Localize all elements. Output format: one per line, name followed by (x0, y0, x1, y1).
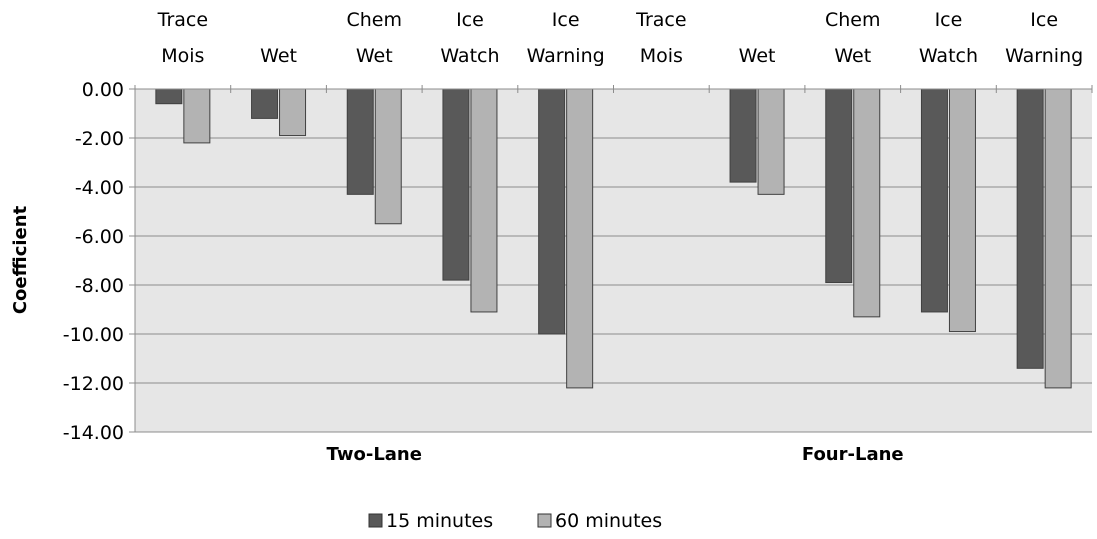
category-label-line1: Chem (346, 9, 402, 31)
bar-15-minutes (251, 88, 279, 119)
category-label-line2: Wet (739, 45, 776, 67)
legend: 15 minutes 60 minutes (368, 510, 662, 532)
bar-60-minutes (757, 88, 785, 195)
category-label-line1: Ice (935, 9, 963, 31)
bar-15-minutes (825, 88, 853, 284)
y-tick-label: -8.00 (75, 275, 124, 297)
bar-15-minutes (1016, 88, 1044, 369)
y-tick-label: -4.00 (75, 177, 124, 199)
category-label-line2: Mois (640, 45, 683, 67)
category-label-line1: Chem (825, 9, 881, 31)
category-label-line1: Ice (456, 9, 484, 31)
bar-15-minutes (346, 88, 374, 195)
legend-swatch-15-minutes (368, 513, 383, 528)
bar-60-minutes (374, 88, 402, 225)
bar-60-minutes (470, 88, 498, 313)
legend-swatch-60-minutes (537, 513, 552, 528)
y-tick-label: -12.00 (63, 373, 124, 395)
y-tick-label: -6.00 (75, 226, 124, 248)
category-label-line2: Warning (1005, 45, 1083, 67)
category-label-line2: Mois (161, 45, 204, 67)
bars (155, 88, 1072, 389)
legend-label-15-minutes: 15 minutes (386, 510, 493, 532)
bar-60-minutes (853, 88, 881, 318)
category-label-line1: Trace (157, 9, 208, 31)
bar-60-minutes (279, 88, 307, 137)
bar-15-minutes (920, 88, 948, 313)
bar-15-minutes (155, 88, 183, 105)
group-labels: Two-Lane Four-Lane (327, 444, 904, 465)
bar-15-minutes (442, 88, 470, 281)
category-label-line2: Wet (260, 45, 297, 67)
plot-area-background (135, 89, 1092, 432)
group-label: Two-Lane (327, 444, 422, 465)
y-tick-label: 0.00 (82, 79, 124, 101)
bar-60-minutes (1044, 88, 1072, 389)
category-label-line2: Wet (356, 45, 393, 67)
bar-15-minutes (729, 88, 757, 183)
y-tick-label: -2.00 (75, 128, 124, 150)
bar-60-minutes (566, 88, 594, 389)
category-label-line2: Warning (527, 45, 605, 67)
bar-60-minutes (948, 88, 976, 333)
y-axis-title: Coefficient (10, 205, 31, 314)
category-label-line1: Trace (635, 9, 686, 31)
gridlines (129, 88, 1092, 433)
bar-60-minutes (183, 88, 211, 144)
category-labels: Trace Mois Wet Chem Wet Ice Watch Ice Warning Tra… (157, 9, 1084, 67)
axes (134, 85, 1093, 432)
y-tick-label: -14.00 (63, 422, 124, 444)
bar-15-minutes (538, 88, 566, 335)
category-label-line1: Ice (552, 9, 580, 31)
category-label-line1: Ice (1030, 9, 1058, 31)
y-tick-labels: 0.00 -2.00 -4.00 -6.00 -8.00 -10.00 -12.00 -14.… (63, 79, 124, 444)
category-label-line2: Watch (440, 45, 499, 67)
category-label-line2: Watch (919, 45, 978, 67)
legend-label-60-minutes: 60 minutes (555, 510, 662, 532)
category-label-line2: Wet (834, 45, 871, 67)
group-label: Four-Lane (802, 444, 904, 465)
y-tick-label: -10.00 (63, 324, 124, 346)
